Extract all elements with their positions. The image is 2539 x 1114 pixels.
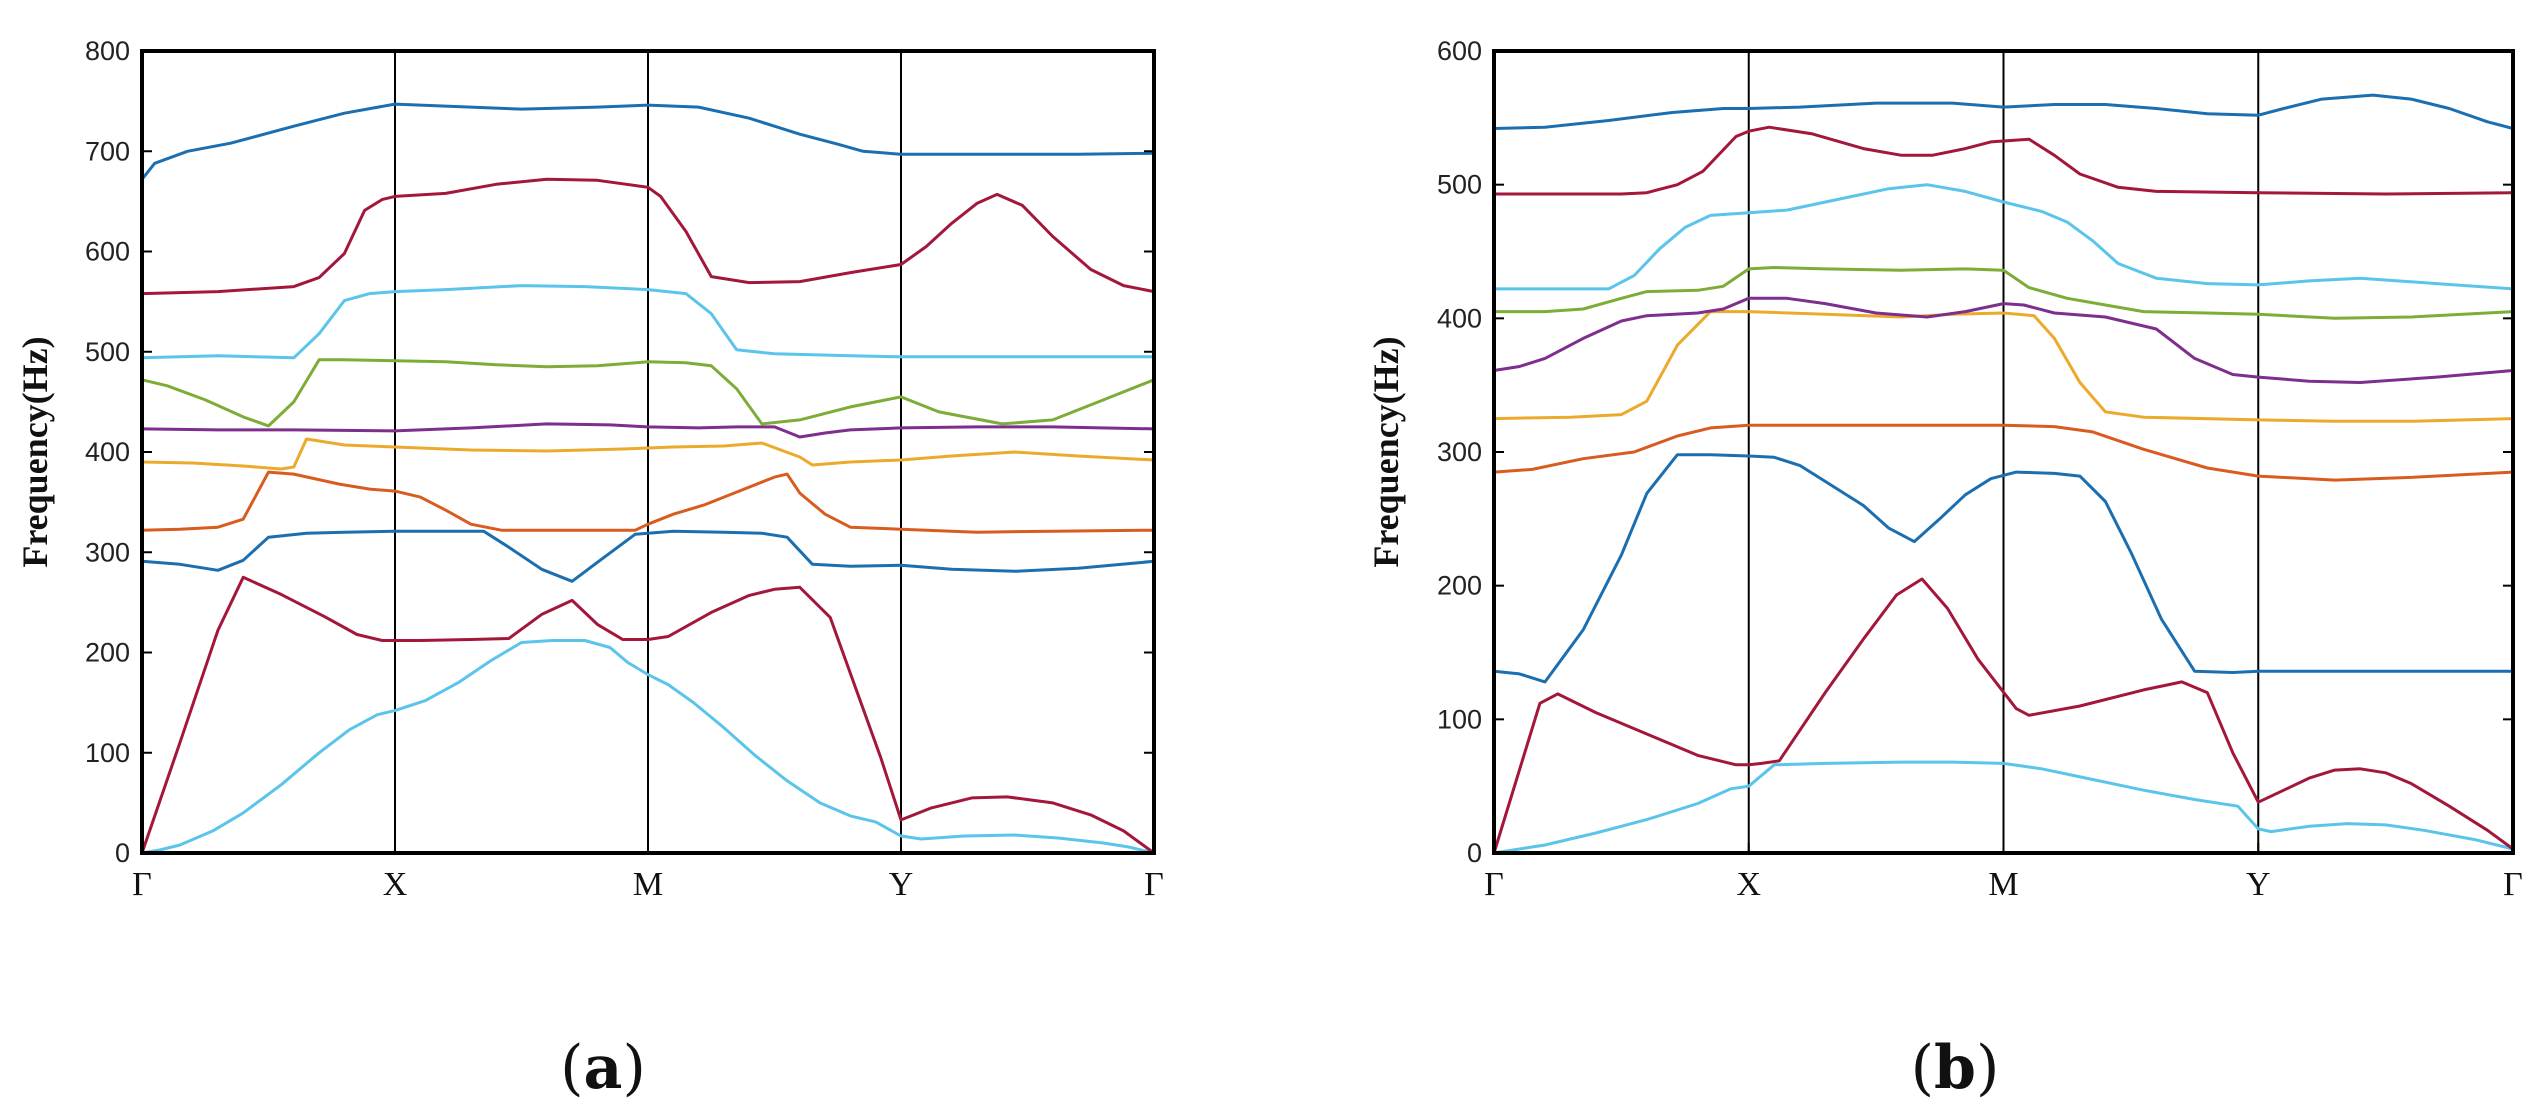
y-tick-label: 100 <box>85 738 130 768</box>
series-line-band-1 <box>140 639 1156 855</box>
series-line-band-1 <box>1492 760 2515 855</box>
x-tick-label: Y <box>889 866 914 903</box>
y-tick-label: 300 <box>85 537 130 567</box>
y-tick-label: 800 <box>85 36 130 66</box>
x-tick-label: Γ <box>1144 866 1164 903</box>
x-tick-label: X <box>383 866 408 903</box>
series-line-band-8 <box>140 284 1156 360</box>
y-tick-label: 600 <box>85 237 130 267</box>
series-line-band-10 <box>140 102 1156 181</box>
series-line-band-6 <box>1492 296 2515 384</box>
series-line-band-7 <box>1492 266 2515 320</box>
y-tick-label: 400 <box>85 437 130 467</box>
series-line-band-5 <box>1492 310 2515 423</box>
series-line-band-6 <box>140 422 1156 439</box>
y-tick-label: 700 <box>85 136 130 166</box>
panel-b: 0 100 200 300 400 500 600 Γ X M Y Γ Frequency(Hz) (b) <box>1366 36 2523 1103</box>
y-tick-label: 500 <box>1437 170 1482 200</box>
x-tick-label: Y <box>2246 866 2271 903</box>
panel-label: (b) <box>1911 1033 2000 1103</box>
y-tick-label: 100 <box>1437 704 1482 734</box>
y-axis-label: Frequency(Hz) <box>1366 336 1406 567</box>
x-tick-label: Γ <box>2503 866 2523 903</box>
series-line-band-10 <box>1492 93 2515 130</box>
y-tick-label: 300 <box>1437 437 1482 467</box>
series-line-band-5 <box>140 437 1156 471</box>
y-tick-label: 500 <box>85 337 130 367</box>
series-line-band-8 <box>1492 183 2515 291</box>
y-tick-label: 200 <box>85 638 130 668</box>
series-line-band-2 <box>140 575 1156 855</box>
panel-a: 0 100 200 300 400 500 600 700 800 Γ X M Y Γ Frequency(… <box>15 36 1164 1103</box>
x-tick-label: M <box>633 866 663 903</box>
series-line-band-3 <box>1492 453 2515 684</box>
x-tick-label: X <box>1736 866 1761 903</box>
series-line-band-2 <box>1492 577 2515 855</box>
x-tick-label: Γ <box>132 866 152 903</box>
series-line-band-9 <box>140 177 1156 296</box>
y-tick-label: 0 <box>1467 838 1482 868</box>
series-line-band-9 <box>1492 125 2515 196</box>
y-tick-label: 0 <box>115 838 130 868</box>
y-axis-label: Frequency(Hz) <box>15 336 55 567</box>
y-tick-label: 200 <box>1437 571 1482 601</box>
series-line-band-4 <box>1492 423 2515 482</box>
panel-label: (a) <box>560 1033 646 1103</box>
series-line-band-4 <box>140 470 1156 534</box>
series-line-band-7 <box>140 358 1156 428</box>
x-tick-label: M <box>1988 866 2018 903</box>
y-tick-label: 400 <box>1437 303 1482 333</box>
y-tick-label: 600 <box>1437 36 1482 66</box>
series-line-band-3 <box>140 529 1156 583</box>
x-tick-label: Γ <box>1484 866 1504 903</box>
